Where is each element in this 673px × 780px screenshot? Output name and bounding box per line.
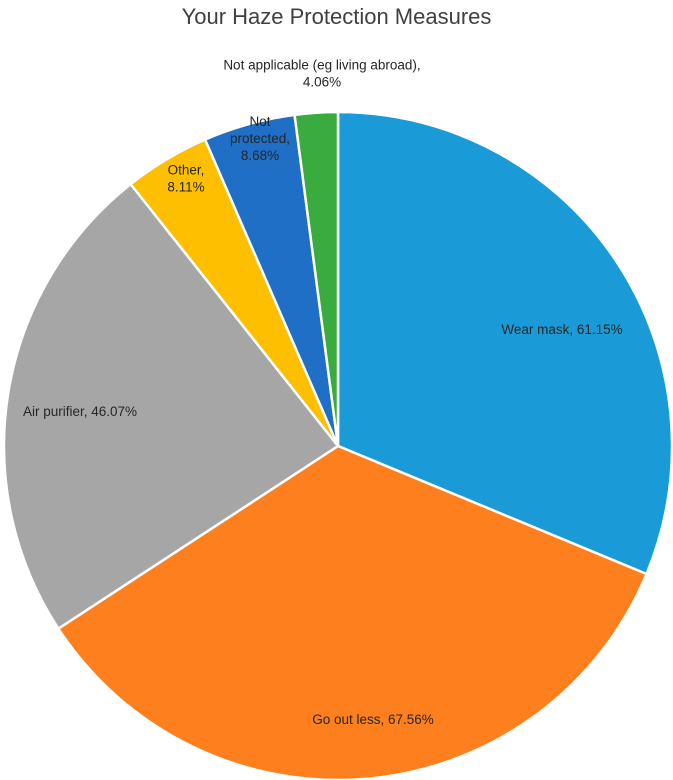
pie-slice-wear-mask	[336, 110, 673, 576]
data-label-not-protected: Not protected, 8.68%	[230, 114, 290, 163]
chart-title: Your Haze Protection Measures	[181, 4, 492, 29]
pie-slice-air-purifier	[2, 182, 340, 631]
data-label-wear-mask: Wear mask, 61.15%	[501, 322, 622, 337]
data-label-other: Other, 8.11%	[167, 163, 204, 195]
data-label-not-applicable-eg-living-abroad: Not applicable (eg living abroad), 4.06%	[223, 58, 420, 90]
pie-slice-not-applicable-eg-living-abroad	[293, 110, 340, 447]
pie-slice-go-out-less	[56, 444, 649, 780]
data-label-air-purifier: Air purifier, 46.07%	[23, 404, 137, 419]
data-label-go-out-less: Go out less, 67.56%	[312, 712, 434, 727]
